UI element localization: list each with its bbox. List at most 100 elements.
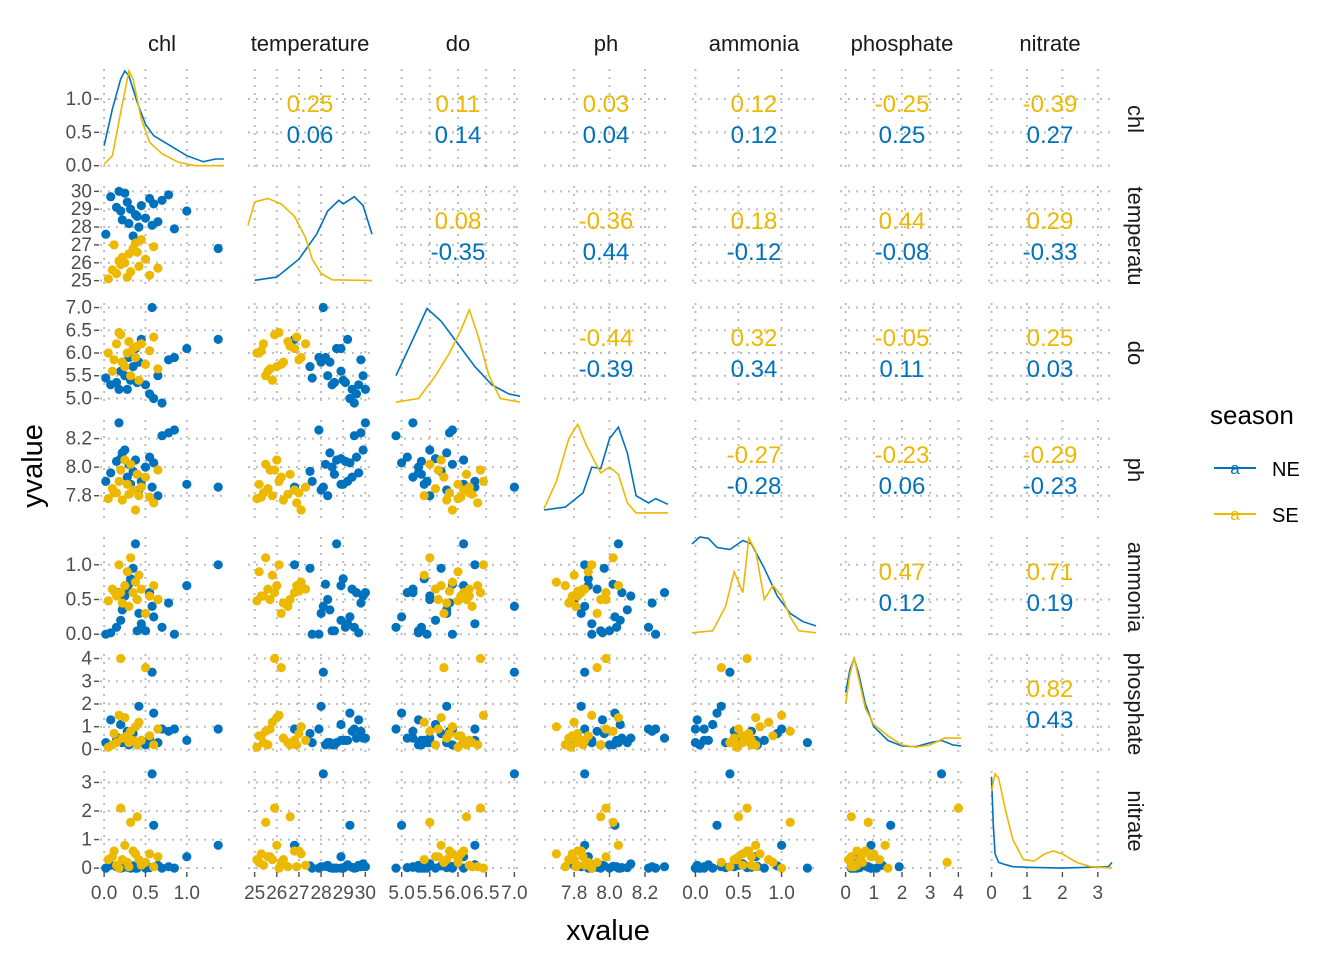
- density-se: [395, 307, 521, 403]
- point-se: [292, 498, 302, 508]
- point-se: [560, 581, 570, 591]
- point-ne: [576, 608, 586, 619]
- corr-se: 0.03: [583, 91, 630, 118]
- y-tick-label-nitrate: 2: [81, 801, 92, 822]
- point-se: [716, 663, 726, 673]
- point-ne: [128, 231, 138, 241]
- point-se: [467, 601, 477, 612]
- point-se: [601, 852, 611, 862]
- point-ne: [134, 701, 144, 711]
- point-ne: [712, 820, 722, 830]
- point-se: [473, 581, 483, 591]
- y-tick-label-phosphate: 3: [81, 671, 92, 692]
- point-se: [116, 465, 126, 475]
- point-ne: [509, 601, 519, 612]
- point-ne: [182, 343, 192, 354]
- point-ne: [106, 715, 116, 725]
- point-se: [433, 594, 443, 605]
- point-ne: [157, 398, 167, 408]
- point-ne: [307, 629, 317, 639]
- strip-right-chl: chl: [1123, 105, 1148, 133]
- point-ne: [716, 701, 726, 711]
- point-se: [272, 840, 282, 850]
- point-ne: [397, 612, 407, 622]
- point-se: [475, 653, 486, 664]
- point-se: [475, 465, 486, 475]
- point-se: [134, 570, 144, 580]
- point-ne: [360, 862, 370, 872]
- x-tick-label-nitrate: 3: [1093, 883, 1104, 904]
- x-tick-label-chl: 0.0: [91, 883, 117, 904]
- point-se: [134, 261, 144, 271]
- point-ne: [307, 476, 317, 486]
- point-se: [725, 738, 735, 748]
- point-se: [453, 494, 463, 504]
- density-se: [691, 535, 817, 634]
- point-se: [751, 862, 761, 872]
- panel-grid-phosphate-nitrate: [988, 654, 1112, 754]
- point-ne: [408, 588, 418, 598]
- corr-se: -0.23: [875, 442, 930, 469]
- point-ne: [101, 476, 111, 486]
- point-ne: [169, 863, 179, 873]
- point-se: [461, 812, 472, 822]
- point-ne: [580, 667, 590, 677]
- point-se: [744, 846, 754, 856]
- point-se: [126, 371, 136, 381]
- point-ne: [114, 384, 124, 394]
- panel-grid-chl-ph: [544, 69, 668, 169]
- point-se: [274, 710, 284, 721]
- point-ne: [447, 425, 457, 435]
- point-se: [473, 498, 483, 508]
- point-se: [433, 465, 443, 475]
- x-tick-label-chl: 0.5: [132, 883, 158, 904]
- point-se: [294, 728, 304, 739]
- point-se: [103, 348, 113, 358]
- point-se: [116, 803, 126, 813]
- x-tick-label-ammonia: 0.5: [725, 883, 751, 904]
- point-ne: [147, 601, 157, 612]
- point-ne: [318, 667, 328, 677]
- point-se: [430, 740, 441, 750]
- point-ne: [345, 820, 355, 830]
- point-ne: [182, 581, 192, 591]
- point-ne: [336, 719, 346, 730]
- point-ne: [351, 389, 362, 399]
- point-ne: [416, 469, 426, 479]
- panel-grid-chl-ammonia: [692, 69, 816, 169]
- point-ne: [703, 735, 714, 746]
- point-ne: [305, 362, 315, 372]
- point-ne: [164, 190, 174, 200]
- point-ne: [351, 452, 362, 462]
- legend-glyph: a: [1230, 505, 1240, 524]
- panel-grid-ph-ammonia: [692, 420, 816, 520]
- density-panel-ammonia: [691, 535, 817, 634]
- density-panel-ph: [543, 422, 669, 514]
- panel-grid-temperature-nitrate: [988, 186, 1112, 286]
- point-se: [755, 849, 765, 859]
- point-ne: [622, 605, 632, 615]
- y-tick-label-chl: 1.0: [66, 89, 92, 110]
- point-se: [464, 735, 474, 746]
- corr-se: -0.36: [579, 208, 634, 235]
- point-se: [467, 489, 477, 499]
- point-se: [592, 663, 602, 673]
- point-ne: [580, 601, 590, 612]
- point-se: [294, 846, 304, 856]
- point-se: [145, 346, 155, 356]
- strip-top-ammonia: ammonia: [709, 31, 800, 56]
- point-ne: [147, 482, 157, 492]
- point-ne: [157, 622, 167, 632]
- point-se: [149, 581, 159, 591]
- point-se: [419, 570, 429, 580]
- point-se: [301, 860, 311, 870]
- point-se: [103, 494, 113, 504]
- point-ne: [169, 425, 179, 435]
- point-se: [109, 240, 119, 250]
- legend-key-ne: a NE: [1214, 459, 1300, 481]
- x-tick-label-temperature: 27: [288, 883, 309, 904]
- corr-cell-ph-nitrate: -0.29 -0.23: [1023, 442, 1078, 500]
- point-ne: [597, 715, 608, 725]
- strip-right-ph: ph: [1123, 458, 1148, 482]
- point-se: [134, 375, 144, 385]
